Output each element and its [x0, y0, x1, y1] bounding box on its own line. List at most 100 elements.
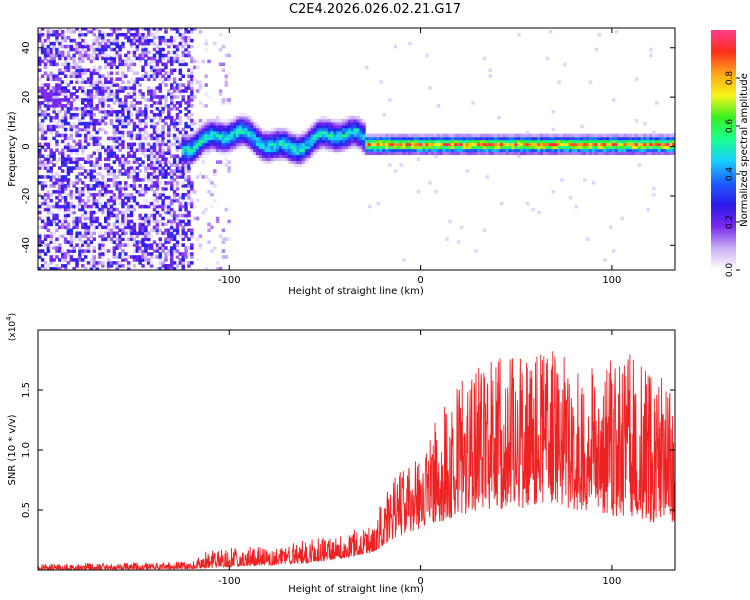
spectrogram-cell — [169, 234, 174, 238]
spectrogram-cell — [60, 133, 65, 138]
spectrogram-cell — [155, 187, 160, 191]
colorbar-label: Normalized spectral amplitude — [739, 73, 750, 227]
spectrogram-cell — [187, 246, 191, 250]
spectrogram-cell — [58, 198, 62, 203]
spectrogram-cell — [204, 145, 208, 150]
spectrogram-cell — [86, 184, 91, 188]
spectrogram-cell — [112, 47, 117, 52]
spectrogram-cell — [38, 163, 42, 167]
spectrogram-cell — [218, 234, 223, 238]
spectrogram-cell — [158, 192, 162, 197]
spectrogram-cell — [155, 139, 160, 144]
spectrogram-cell — [118, 142, 122, 147]
spectrogram-cell — [58, 71, 62, 76]
spectrogram-cell — [405, 136, 409, 141]
spectrogram-cell — [167, 44, 171, 49]
spectrogram-cell — [428, 133, 432, 138]
spectrogram-cell — [152, 166, 157, 170]
spectrogram-cell — [442, 133, 447, 138]
spectrogram-cell — [104, 192, 108, 197]
spectrogram-cell — [362, 121, 366, 126]
spectrogram-cell — [129, 41, 134, 46]
spectrogram-cell — [147, 204, 151, 209]
spectrogram-cell — [606, 148, 610, 153]
spectrogram-cell — [112, 252, 117, 256]
spectrogram-cell — [287, 151, 292, 156]
spectrogram-cell — [104, 201, 108, 206]
spectrogram-cell — [184, 112, 188, 117]
spectrogram-cell — [106, 92, 111, 96]
spectrogram-cell — [129, 133, 134, 138]
spectrogram-cell — [594, 133, 599, 138]
spectrogram-cell — [296, 154, 300, 158]
spectrogram-cell — [514, 151, 518, 156]
spectrogram-cell — [276, 154, 280, 158]
spectrogram-cell — [115, 95, 119, 99]
spectrogram-cell — [121, 32, 125, 37]
spectrogram-cell — [296, 145, 300, 150]
spectrogram-cell — [121, 142, 125, 147]
spectrogram-cell — [129, 231, 134, 236]
spectrogram-cell — [175, 115, 180, 120]
spectrogram-cell — [439, 145, 444, 150]
spectrogram-cell — [72, 92, 76, 96]
spectrogram-cell — [144, 38, 148, 43]
spectrogram-cell — [144, 252, 148, 256]
spectrogram-cell — [537, 133, 541, 138]
spectrogram-cell — [568, 195, 573, 200]
spectrogram-cell — [60, 225, 65, 230]
spectrogram-cell — [101, 225, 105, 230]
spectrogram-cell — [551, 109, 556, 114]
spectrogram-cell — [81, 166, 85, 170]
spectrogram-cell — [347, 136, 352, 141]
spectrogram-cell — [531, 151, 535, 156]
spectrogram-cell — [161, 127, 165, 132]
spectrogram-cell — [63, 231, 68, 236]
spectrogram-cell — [181, 127, 185, 132]
spectrogram-cell — [89, 172, 94, 176]
spectrogram-cell — [49, 204, 53, 209]
spectrogram-cell — [164, 41, 168, 46]
spectrogram-cell — [118, 130, 122, 135]
spectrogram-cell — [339, 118, 343, 123]
spectrogram-cell — [144, 104, 148, 108]
spectrogram-cell — [204, 38, 208, 43]
spectrogram-cell — [287, 133, 292, 138]
spectrogram-cell — [568, 139, 573, 144]
spectrogram-cell — [290, 160, 294, 164]
spectrogram-cell — [281, 139, 286, 144]
spectrogram-cell — [55, 29, 59, 34]
spectrogram-cell — [101, 32, 105, 37]
spectrogram-cell — [164, 175, 168, 179]
spectrogram-cell — [623, 151, 627, 156]
spectrogram-cell — [416, 139, 421, 144]
spectrogram-cell — [89, 77, 94, 81]
spectrogram-cell — [112, 195, 117, 200]
spectrogram-cell — [83, 216, 88, 221]
spectrogram-cell — [118, 264, 122, 268]
spectrogram-cell — [121, 71, 125, 76]
spectrogram-cell — [270, 145, 274, 150]
spectrogram-cell — [224, 237, 228, 241]
spectrogram-cell — [144, 71, 148, 76]
spectrogram-cell — [594, 148, 599, 153]
spectrogram-cell — [583, 178, 587, 182]
spectrogram-cell — [112, 53, 117, 58]
spectrogram-cell — [60, 157, 65, 161]
spectrogram-cell — [324, 142, 329, 147]
spectrogram-cell — [118, 157, 122, 161]
spectrogram-cell — [46, 35, 51, 40]
spectrogram-cell — [101, 255, 105, 259]
spectrogram-cell — [63, 213, 68, 218]
spectrogram-cell — [494, 133, 498, 138]
spectrogram-cell — [149, 151, 154, 156]
spectrogram-cell — [514, 145, 518, 150]
spectrogram-cell — [126, 154, 131, 158]
spectrogram-cell — [138, 163, 142, 167]
spectrogram-cell — [164, 71, 168, 76]
spectrogram-cell — [161, 201, 165, 206]
spectrogram-cell — [49, 127, 53, 132]
spectrogram-cell — [164, 65, 168, 70]
spectrogram-cell — [574, 142, 579, 147]
spectrogram-cell — [161, 258, 165, 262]
